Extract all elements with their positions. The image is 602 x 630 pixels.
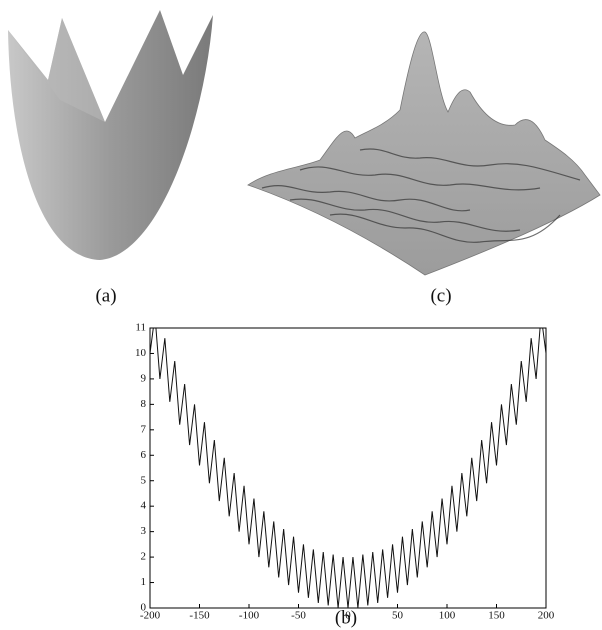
surface-shade (8, 18, 105, 122)
panel-caption: (c) (430, 285, 451, 306)
plot-frame (149, 327, 547, 609)
x-tick-label: 150 (488, 610, 505, 622)
surface-ridges (261, 148, 581, 243)
x-tick-label: -100 (239, 610, 260, 622)
x-tick-label: -200 (140, 610, 161, 622)
y-tick-label: 1 (141, 576, 147, 588)
y-tick-label: 8 (141, 398, 147, 410)
y-tick-label: 7 (141, 423, 147, 435)
x-tick-label: 0 (345, 610, 351, 622)
wavy-surface (247, 31, 601, 276)
x-tick-label: 200 (538, 610, 555, 622)
x-tick-label: 100 (439, 610, 456, 622)
panel-caption: (a) (95, 285, 116, 306)
y-tick-label: 11 (135, 322, 146, 334)
y-tick-label: 9 (141, 372, 147, 384)
y-tick-label: 2 (141, 551, 147, 563)
y-tick-label: 0 (141, 602, 147, 614)
x-tick-label: 50 (392, 610, 404, 622)
x-tick-label: -150 (189, 610, 210, 622)
paraboloid-surface (8, 10, 213, 260)
y-tick-label: 6 (141, 449, 147, 461)
x-tick-label: -50 (291, 610, 306, 622)
panel-caption: (b) (335, 607, 357, 628)
data-line (150, 328, 546, 608)
y-tick-label: 5 (141, 474, 147, 486)
y-tick-label: 4 (141, 500, 147, 512)
y-tick-label: 3 (141, 525, 147, 537)
y-tick-label: 10 (135, 347, 147, 359)
